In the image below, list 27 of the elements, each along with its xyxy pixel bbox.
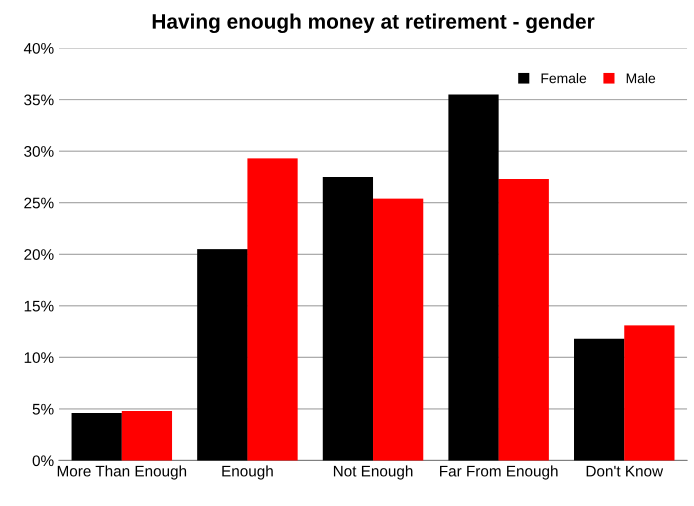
x-tick-label: Far From Enough (440, 465, 558, 480)
x-tick-label: Enough (222, 465, 273, 480)
bar (197, 249, 248, 460)
x-tick-label: More Than Enough (58, 465, 186, 480)
y-tick-label: 25% (24, 198, 54, 208)
legend-label: Female (542, 73, 586, 84)
bar (574, 338, 624, 460)
y-tick-label: 40% (24, 42, 54, 54)
bar (122, 410, 172, 460)
chart-title: Having enough money at retirement - gender (152, 14, 594, 34)
bar (498, 179, 549, 460)
bar (322, 176, 374, 460)
bar (247, 158, 298, 460)
bar (373, 198, 424, 460)
y-tick-label: 0% (32, 455, 54, 466)
y-tick-label: 10% (24, 352, 54, 364)
bar (72, 413, 122, 460)
x-tick-label: Not Enough (334, 465, 412, 480)
bar (624, 325, 674, 460)
legend-label: Male (626, 73, 656, 84)
y-tick-label: 20% (24, 249, 54, 260)
x-tick-label: Don't Know (586, 466, 664, 477)
y-tick-label: 30% (24, 146, 54, 157)
y-tick-label: 15% (24, 300, 54, 312)
bar (448, 94, 499, 460)
y-tick-label: 35% (24, 94, 54, 106)
y-tick-label: 5% (32, 404, 54, 415)
